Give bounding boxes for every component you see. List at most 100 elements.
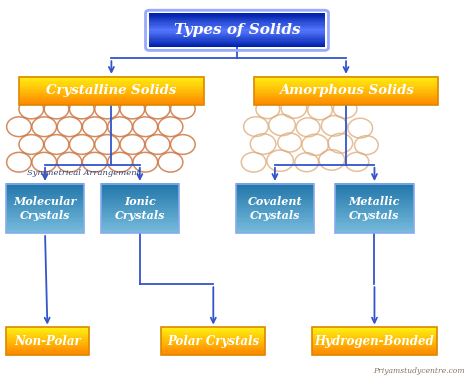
Bar xyxy=(336,202,413,204)
Bar xyxy=(236,203,314,205)
Bar xyxy=(161,332,265,334)
Bar xyxy=(19,88,204,89)
Bar xyxy=(6,340,89,341)
Bar xyxy=(149,39,325,41)
Bar xyxy=(254,85,438,87)
Bar xyxy=(236,216,314,218)
Bar xyxy=(149,44,325,45)
Bar xyxy=(100,185,179,187)
Bar xyxy=(254,97,438,98)
Bar xyxy=(6,347,89,348)
Bar xyxy=(236,231,314,233)
Bar xyxy=(254,83,438,85)
Bar xyxy=(336,185,413,187)
Bar xyxy=(236,208,314,210)
Bar xyxy=(6,224,84,227)
Bar xyxy=(149,24,325,26)
Bar xyxy=(6,329,89,331)
Bar xyxy=(311,337,437,338)
Bar xyxy=(149,41,325,43)
Bar xyxy=(254,86,438,88)
Bar xyxy=(336,183,413,185)
Bar xyxy=(6,350,89,351)
Bar xyxy=(149,36,325,37)
Bar xyxy=(311,347,437,348)
Bar xyxy=(6,338,89,340)
Bar xyxy=(149,20,325,21)
Bar xyxy=(6,203,84,205)
Bar xyxy=(236,187,314,189)
Bar xyxy=(254,91,438,92)
Bar xyxy=(149,30,325,31)
Bar xyxy=(100,195,179,197)
Bar xyxy=(254,100,438,102)
Bar xyxy=(19,103,204,105)
Bar xyxy=(254,102,438,104)
Bar xyxy=(161,351,265,352)
Bar xyxy=(149,29,325,30)
Bar xyxy=(6,337,89,338)
Text: Molecular
Crystals: Molecular Crystals xyxy=(13,196,77,221)
Bar xyxy=(236,202,314,204)
Bar xyxy=(19,93,204,95)
Bar xyxy=(161,346,265,347)
Bar xyxy=(100,215,179,217)
Bar xyxy=(6,231,84,233)
Bar xyxy=(6,218,84,220)
Bar xyxy=(6,213,84,215)
Text: Crystalline Solids: Crystalline Solids xyxy=(46,85,177,97)
Bar xyxy=(6,187,84,189)
Bar xyxy=(19,97,204,98)
Bar xyxy=(336,231,413,233)
Bar xyxy=(336,221,413,223)
Bar xyxy=(6,351,89,352)
Bar xyxy=(311,350,437,351)
Bar xyxy=(161,330,265,332)
Bar xyxy=(6,205,84,207)
Bar xyxy=(161,348,265,349)
Bar xyxy=(6,330,89,332)
Bar xyxy=(161,352,265,354)
Bar xyxy=(19,85,204,87)
Bar xyxy=(19,92,204,94)
Bar xyxy=(336,198,413,200)
Bar xyxy=(149,19,325,20)
Bar xyxy=(100,193,179,195)
Bar xyxy=(19,90,204,91)
Bar xyxy=(254,77,438,78)
Bar xyxy=(19,77,204,78)
Bar xyxy=(149,33,325,35)
Bar xyxy=(100,210,179,212)
Bar xyxy=(161,334,265,335)
Bar xyxy=(336,192,413,194)
Bar xyxy=(100,216,179,218)
Bar xyxy=(336,213,413,215)
Bar xyxy=(236,185,314,187)
Bar xyxy=(254,89,438,90)
Bar xyxy=(161,349,265,350)
Text: Metallic
Crystals: Metallic Crystals xyxy=(349,196,400,221)
Bar xyxy=(161,338,265,340)
Bar xyxy=(336,197,413,199)
Bar xyxy=(6,221,84,223)
Bar xyxy=(149,15,325,17)
Bar xyxy=(100,207,179,208)
Bar xyxy=(100,226,179,228)
Bar xyxy=(311,335,437,336)
Bar xyxy=(6,328,89,330)
Bar xyxy=(311,353,437,355)
Bar xyxy=(149,42,325,44)
Bar xyxy=(149,27,325,28)
Bar xyxy=(161,335,265,336)
Bar xyxy=(336,210,413,212)
Bar xyxy=(236,205,314,207)
Bar xyxy=(19,83,204,85)
Bar xyxy=(161,328,265,330)
Bar xyxy=(19,80,204,81)
Bar xyxy=(6,208,84,210)
Bar xyxy=(254,78,438,79)
Bar xyxy=(19,91,204,92)
Bar xyxy=(149,16,325,18)
Bar xyxy=(100,229,179,232)
Bar xyxy=(6,336,89,337)
